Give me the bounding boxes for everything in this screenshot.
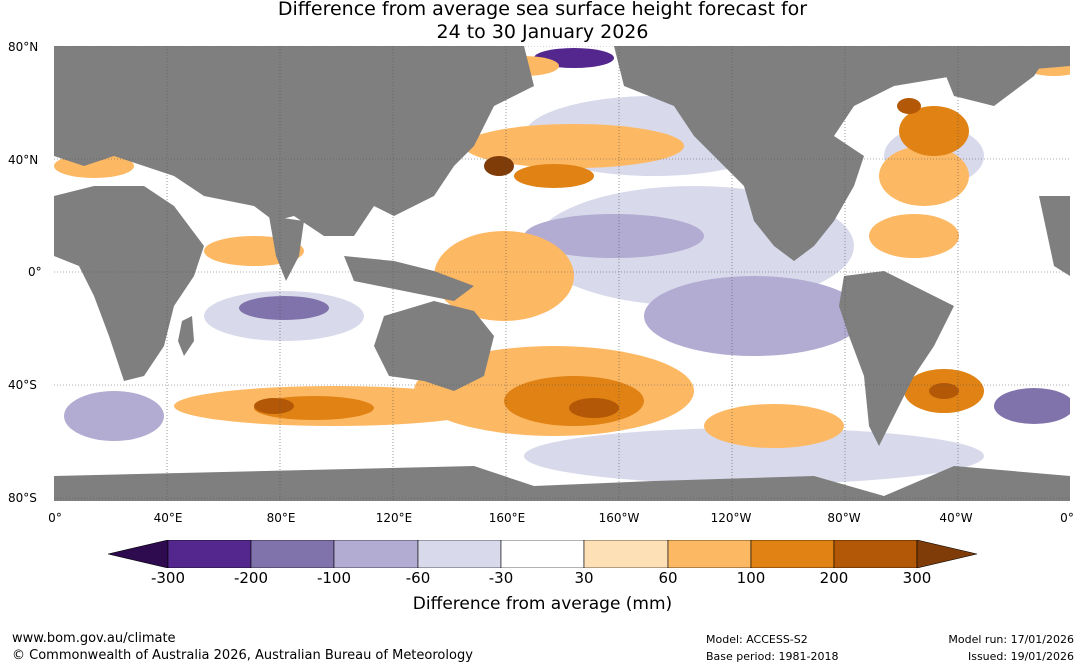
anomaly-patch xyxy=(464,124,684,168)
colorbar-segment xyxy=(833,540,918,568)
footer-issued: Issued: 19/01/2026 xyxy=(967,650,1074,663)
colorbar-tick: 30 xyxy=(574,569,594,587)
land-africa-west xyxy=(1039,196,1070,276)
land xyxy=(54,46,1070,501)
lon-label-120w: 120°W xyxy=(710,511,752,525)
footer-copyright: © Commonwealth of Australia 2026, Austra… xyxy=(12,648,473,663)
anomaly-patch xyxy=(434,231,574,321)
anomaly-patch xyxy=(504,376,644,426)
map-title: Difference from average sea surface heig… xyxy=(0,0,1085,44)
title-line-2: 24 to 30 January 2026 xyxy=(436,21,649,43)
colorbar-tick: -60 xyxy=(405,569,431,587)
lon-label-80w: 80°W xyxy=(827,511,861,525)
lon-label-160e: 160°E xyxy=(488,511,526,525)
anomaly-patch xyxy=(704,404,844,448)
anomaly-patch xyxy=(899,106,969,156)
anomaly-patch xyxy=(897,98,921,114)
colorbar-segment xyxy=(667,540,752,568)
colorbar-segment xyxy=(250,540,335,568)
lat-label-40s: 40°S xyxy=(8,378,37,392)
colorbar-tick: 300 xyxy=(902,569,932,587)
colorbar-title: Difference from average (mm) xyxy=(412,594,673,614)
land-antarctica xyxy=(54,466,1070,501)
anomaly-field xyxy=(54,48,1070,484)
lat-label-80n: 80°N xyxy=(8,40,39,54)
anomaly-patch xyxy=(239,296,329,320)
anomaly-patch xyxy=(929,383,959,399)
colorbar-segment xyxy=(583,540,669,568)
land-north-america xyxy=(614,46,1070,261)
lon-label-0-east: 0° xyxy=(1060,511,1074,525)
anomaly-patch xyxy=(569,398,619,418)
land-eurasia xyxy=(54,46,534,236)
map-svg xyxy=(54,46,1070,501)
colorbar-segment xyxy=(916,540,978,568)
colorbar-segment xyxy=(108,540,169,568)
colorbar-segment xyxy=(750,540,835,568)
lat-label-40n: 40°N xyxy=(8,153,39,167)
anomaly-patch xyxy=(644,276,864,356)
colorbar-segment xyxy=(500,540,585,568)
colorbar-tick: 60 xyxy=(658,569,678,587)
lon-label-80e: 80°E xyxy=(266,511,296,525)
lon-label-40e: 40°E xyxy=(153,511,183,525)
land-madagascar xyxy=(178,316,194,356)
footer-url[interactable]: www.bom.gov.au/climate xyxy=(12,631,176,646)
colorbar-tick: -200 xyxy=(233,569,269,587)
title-line-1: Difference from average sea surface heig… xyxy=(277,0,808,20)
lon-label-0: 0° xyxy=(48,511,62,525)
lon-label-40w: 40°W xyxy=(939,511,973,525)
anomaly-patch xyxy=(484,156,514,176)
colorbar-tick: -300 xyxy=(150,569,186,587)
footer-model-run: Model run: 17/01/2026 xyxy=(948,633,1074,646)
anomaly-patch xyxy=(994,388,1070,424)
anomaly-patch xyxy=(254,398,294,414)
colorbar-segment xyxy=(417,540,502,568)
footer-base-period: Base period: 1981-2018 xyxy=(706,650,839,663)
colorbar-tick: 100 xyxy=(736,569,766,587)
colorbar-segment xyxy=(167,540,252,568)
land-india xyxy=(269,216,304,281)
gridlines xyxy=(54,46,1070,501)
colorbar-tick: -30 xyxy=(488,569,514,587)
lat-label-80s: 80°S xyxy=(8,491,37,505)
sea-surface-height-map xyxy=(54,46,1070,501)
land-australia xyxy=(374,301,494,391)
lon-label-160w: 160°W xyxy=(598,511,640,525)
colorbar xyxy=(108,540,978,568)
anomaly-patch xyxy=(64,391,164,441)
footer-model: Model: ACCESS-S2 xyxy=(706,633,808,646)
lat-label-equator: 0° xyxy=(28,265,42,279)
anomaly-patch xyxy=(524,428,984,484)
lon-label-120e: 120°E xyxy=(375,511,413,525)
anomaly-patch xyxy=(869,214,959,258)
anomaly-patch xyxy=(879,146,969,206)
land-greenland xyxy=(934,46,1054,106)
land-southeast-asia xyxy=(344,256,474,301)
anomaly-patch xyxy=(524,214,704,258)
colorbar-tick: -100 xyxy=(316,569,352,587)
land-africa xyxy=(54,186,204,381)
land-south-america xyxy=(839,271,954,446)
colorbar-segment xyxy=(333,540,419,568)
anomaly-patch xyxy=(514,164,594,188)
colorbar-tick: 200 xyxy=(819,569,849,587)
